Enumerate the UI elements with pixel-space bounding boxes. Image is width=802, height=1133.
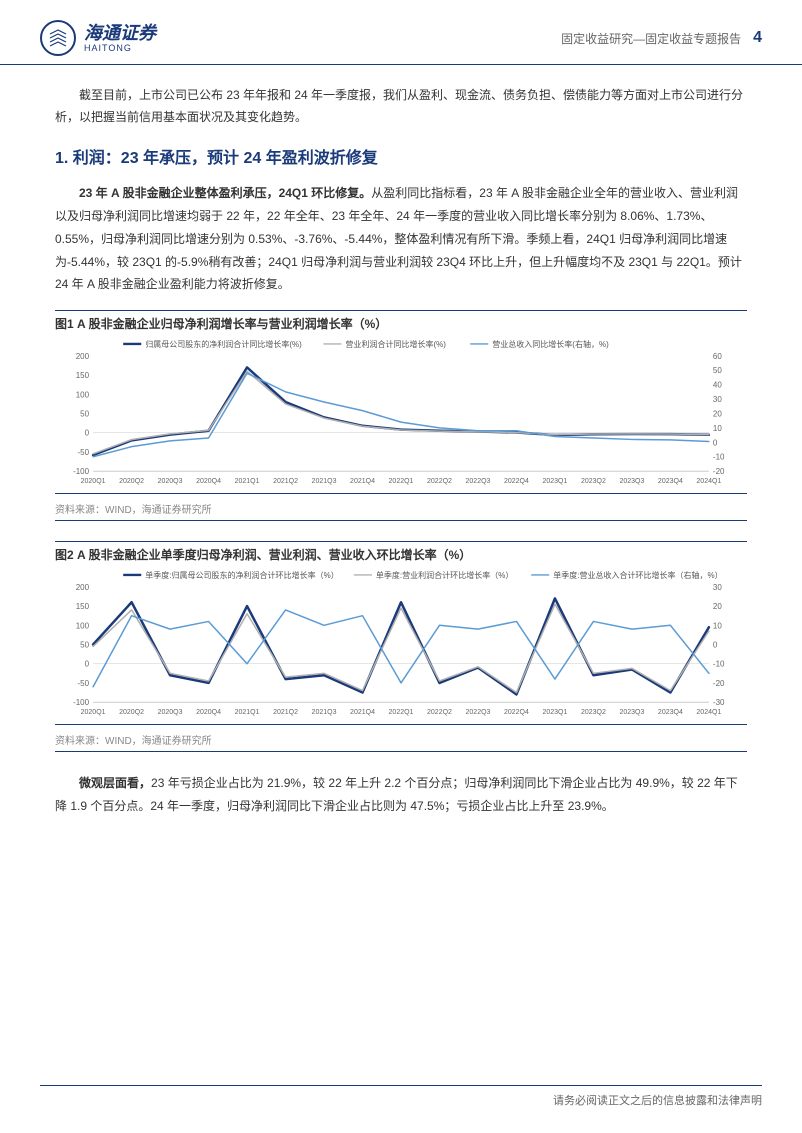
svg-text:营业总收入同比增长率(右轴，%): 营业总收入同比增长率(右轴，%) bbox=[492, 339, 609, 349]
svg-text:2023Q2: 2023Q2 bbox=[581, 478, 606, 485]
svg-text:-50: -50 bbox=[78, 448, 90, 457]
svg-text:2023Q3: 2023Q3 bbox=[619, 709, 644, 716]
svg-text:2021Q3: 2021Q3 bbox=[312, 478, 337, 485]
svg-text:2022Q2: 2022Q2 bbox=[427, 709, 452, 716]
svg-text:2021Q1: 2021Q1 bbox=[235, 709, 260, 716]
page-footer: 请务必阅读正文之后的信息披露和法律声明 bbox=[40, 1085, 762, 1108]
svg-text:2020Q4: 2020Q4 bbox=[196, 709, 221, 716]
paragraph-2: 微观层面看，23 年亏损企业占比为 21.9%，较 22 年上升 2.2 个百分… bbox=[55, 772, 747, 818]
svg-text:200: 200 bbox=[76, 583, 90, 592]
svg-text:0: 0 bbox=[85, 660, 90, 669]
svg-text:100: 100 bbox=[76, 390, 90, 399]
page-number: 4 bbox=[753, 29, 762, 47]
svg-text:200: 200 bbox=[76, 352, 90, 361]
chart-2-block: 图2 A 股非金融企业单季度归母净利润、营业利润、营业收入环比增长率（%） -1… bbox=[55, 541, 747, 752]
svg-text:-30: -30 bbox=[713, 698, 725, 707]
chart-1-block: 图1 A 股非金融企业归母净利润增长率与营业利润增长率（%） -100-5005… bbox=[55, 310, 747, 521]
svg-text:0: 0 bbox=[85, 429, 90, 438]
footer-text: 请务必阅读正文之后的信息披露和法律声明 bbox=[553, 1095, 762, 1107]
svg-text:10: 10 bbox=[713, 424, 722, 433]
svg-text:2023Q4: 2023Q4 bbox=[658, 478, 683, 485]
svg-text:0: 0 bbox=[713, 439, 718, 448]
svg-text:2024Q1: 2024Q1 bbox=[696, 478, 721, 485]
svg-text:2022Q1: 2022Q1 bbox=[389, 478, 414, 485]
logo-section: 海通证券 HAITONG bbox=[40, 20, 156, 56]
svg-text:0: 0 bbox=[713, 641, 718, 650]
svg-text:2023Q1: 2023Q1 bbox=[542, 709, 567, 716]
svg-text:2020Q2: 2020Q2 bbox=[119, 478, 144, 485]
intro-paragraph: 截至目前，上市公司已公布 23 年年报和 24 年一季度报，我们从盈利、现金流、… bbox=[55, 85, 747, 128]
svg-text:2020Q3: 2020Q3 bbox=[158, 478, 183, 485]
svg-text:2023Q2: 2023Q2 bbox=[581, 709, 606, 716]
svg-text:10: 10 bbox=[713, 621, 722, 630]
logo-chinese: 海通证券 bbox=[84, 24, 156, 42]
svg-text:2021Q4: 2021Q4 bbox=[350, 478, 375, 485]
para1-text: 从盈利同比指标看，23 年 A 股非金融企业全年的营业收入、营业利润以及归母净利… bbox=[55, 186, 742, 291]
header-right: 固定收益研究—固定收益专题报告 4 bbox=[561, 29, 762, 47]
svg-text:2020Q1: 2020Q1 bbox=[81, 478, 106, 485]
report-category: 固定收益研究—固定收益专题报告 bbox=[561, 30, 741, 47]
svg-text:30: 30 bbox=[713, 583, 722, 592]
svg-text:50: 50 bbox=[80, 641, 89, 650]
svg-text:30: 30 bbox=[713, 395, 722, 404]
svg-text:2023Q1: 2023Q1 bbox=[542, 478, 567, 485]
svg-text:2024Q1: 2024Q1 bbox=[696, 709, 721, 716]
svg-text:单季度:归属母公司股东的净利润合计环比增长率（%）: 单季度:归属母公司股东的净利润合计环比增长率（%） bbox=[145, 570, 338, 580]
para1-bold: 23 年 A 股非金融企业整体盈利承压，24Q1 环比修复。 bbox=[79, 186, 371, 200]
svg-text:150: 150 bbox=[76, 602, 90, 611]
svg-text:2020Q1: 2020Q1 bbox=[81, 709, 106, 716]
svg-text:营业利润合计同比增长率(%): 营业利润合计同比增长率(%) bbox=[345, 339, 446, 349]
logo-english: HAITONG bbox=[84, 44, 156, 53]
svg-text:2020Q2: 2020Q2 bbox=[119, 709, 144, 716]
content-area: 截至目前，上市公司已公布 23 年年报和 24 年一季度报，我们从盈利、现金流、… bbox=[0, 65, 802, 818]
chart-2-source: 资料来源：WIND，海通证券研究所 bbox=[55, 732, 747, 752]
haitong-logo-icon bbox=[40, 20, 76, 56]
svg-text:2023Q3: 2023Q3 bbox=[619, 478, 644, 485]
svg-text:20: 20 bbox=[713, 602, 722, 611]
svg-text:50: 50 bbox=[713, 366, 722, 375]
svg-text:-20: -20 bbox=[713, 679, 725, 688]
svg-text:-20: -20 bbox=[713, 467, 725, 476]
svg-text:60: 60 bbox=[713, 352, 722, 361]
svg-text:2022Q4: 2022Q4 bbox=[504, 478, 529, 485]
svg-text:2022Q3: 2022Q3 bbox=[466, 478, 491, 485]
svg-text:单季度:营业利润合计环比增长率（%）: 单季度:营业利润合计环比增长率（%） bbox=[376, 570, 513, 580]
svg-text:2022Q1: 2022Q1 bbox=[389, 709, 414, 716]
chart-2-title: 图2 A 股非金融企业单季度归母净利润、营业利润、营业收入环比增长率（%） bbox=[55, 541, 747, 563]
chart-1-title: 图1 A 股非金融企业归母净利润增长率与营业利润增长率（%） bbox=[55, 310, 747, 332]
page-header: 海通证券 HAITONG 固定收益研究—固定收益专题报告 4 bbox=[0, 0, 802, 65]
svg-text:-10: -10 bbox=[713, 453, 725, 462]
para2-text: 23 年亏损企业占比为 21.9%，较 22 年上升 2.2 个百分点；归母净利… bbox=[55, 776, 738, 813]
svg-text:2023Q4: 2023Q4 bbox=[658, 709, 683, 716]
chart-1-source: 资料来源：WIND，海通证券研究所 bbox=[55, 501, 747, 521]
chart-2-svg: -100-50050100150200-30-20-1001020302020Q… bbox=[55, 565, 747, 725]
svg-text:-50: -50 bbox=[78, 679, 90, 688]
logo-text: 海通证券 HAITONG bbox=[84, 24, 156, 53]
svg-text:2021Q1: 2021Q1 bbox=[235, 478, 260, 485]
svg-text:-100: -100 bbox=[73, 467, 90, 476]
section-title: 1. 利润：23 年承压，预计 24 年盈利波折修复 bbox=[55, 144, 747, 168]
svg-text:2021Q4: 2021Q4 bbox=[350, 709, 375, 716]
svg-text:2021Q3: 2021Q3 bbox=[312, 709, 337, 716]
svg-text:20: 20 bbox=[713, 410, 722, 419]
svg-text:2022Q3: 2022Q3 bbox=[466, 709, 491, 716]
svg-text:单季度:营业总收入合计环比增长率（右轴，%）: 单季度:营业总收入合计环比增长率（右轴，%） bbox=[553, 570, 722, 580]
paragraph-1: 23 年 A 股非金融企业整体盈利承压，24Q1 环比修复。从盈利同比指标看，2… bbox=[55, 182, 747, 296]
svg-text:100: 100 bbox=[76, 621, 90, 630]
svg-text:50: 50 bbox=[80, 410, 89, 419]
svg-text:2020Q3: 2020Q3 bbox=[158, 709, 183, 716]
chart-1-svg: -100-50050100150200-20-10010203040506020… bbox=[55, 334, 747, 494]
svg-text:150: 150 bbox=[76, 371, 90, 380]
svg-text:40: 40 bbox=[713, 381, 722, 390]
svg-text:-100: -100 bbox=[73, 698, 90, 707]
para2-bold: 微观层面看， bbox=[79, 776, 151, 790]
svg-text:-10: -10 bbox=[713, 660, 725, 669]
svg-text:2021Q2: 2021Q2 bbox=[273, 478, 298, 485]
svg-text:2022Q4: 2022Q4 bbox=[504, 709, 529, 716]
svg-text:归属母公司股东的净利润合计同比增长率(%): 归属母公司股东的净利润合计同比增长率(%) bbox=[145, 339, 302, 349]
svg-text:2022Q2: 2022Q2 bbox=[427, 478, 452, 485]
svg-text:2021Q2: 2021Q2 bbox=[273, 709, 298, 716]
svg-text:2020Q4: 2020Q4 bbox=[196, 478, 221, 485]
